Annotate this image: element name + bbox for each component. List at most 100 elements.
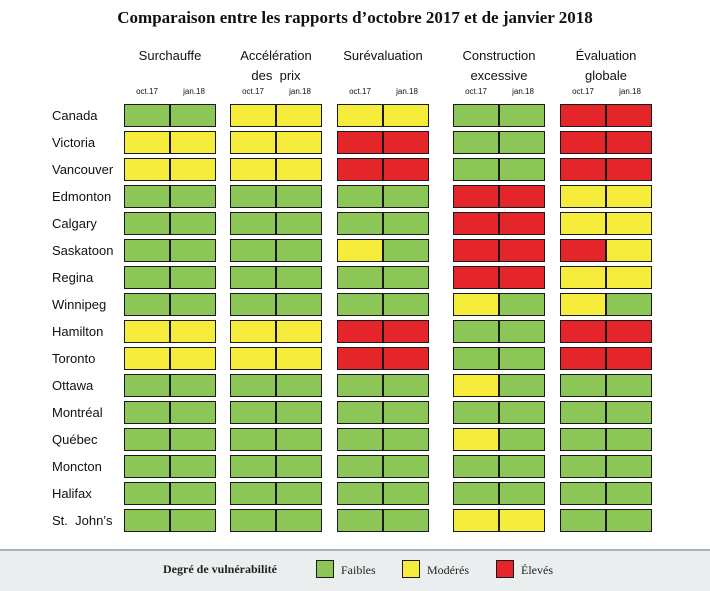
grid-cell (170, 212, 216, 235)
grid-cell (124, 401, 170, 424)
grid-cell (170, 509, 216, 532)
grid-cell (337, 131, 383, 154)
grid-cell (383, 455, 429, 478)
grid-cell (230, 347, 276, 370)
grid-cell (606, 455, 652, 478)
grid-cell (170, 158, 216, 181)
grid-cell (124, 293, 170, 316)
grid-cell (124, 455, 170, 478)
city-label: Edmonton (52, 189, 112, 204)
grid-cell (337, 428, 383, 451)
column-header-line: Surchauffe (138, 48, 202, 63)
grid-cell (170, 482, 216, 505)
grid-cell (499, 374, 545, 397)
grid-cell (170, 266, 216, 289)
grid-cell (499, 131, 545, 154)
grid-cell (383, 482, 429, 505)
grid-cell (230, 158, 276, 181)
period-label: oct.17 (465, 87, 487, 96)
grid-cell (453, 185, 499, 208)
grid-cell (453, 212, 499, 235)
legend-swatch-moderes (402, 560, 420, 578)
grid-cell (606, 482, 652, 505)
grid-cell (230, 320, 276, 343)
column-header-line: Surévaluation (343, 48, 423, 63)
grid-cell (276, 509, 322, 532)
grid-cell (124, 212, 170, 235)
grid-cell (560, 320, 606, 343)
grid-cell (560, 428, 606, 451)
grid-cell (499, 239, 545, 262)
grid-cell (453, 293, 499, 316)
grid-cell (383, 428, 429, 451)
grid-cell (383, 158, 429, 181)
grid-cell (499, 212, 545, 235)
grid-cell (337, 293, 383, 316)
grid-cell (276, 374, 322, 397)
column-header-line: excessive (470, 68, 528, 83)
legend-label-faibles: Faibles (341, 563, 376, 577)
grid-cell (230, 104, 276, 127)
grid-cell (560, 212, 606, 235)
grid-cell (560, 401, 606, 424)
grid-cell (606, 185, 652, 208)
grid-cell (560, 293, 606, 316)
grid-cell (499, 320, 545, 343)
grid-cell (560, 185, 606, 208)
grid-cell (383, 239, 429, 262)
column-header-line: globale (585, 68, 627, 83)
grid-cell (337, 401, 383, 424)
grid-cell (383, 104, 429, 127)
grid-cell (124, 482, 170, 505)
period-label: jan.18 (512, 87, 534, 96)
grid-cell (337, 104, 383, 127)
column-header-line: Construction (462, 48, 536, 63)
city-label: Vancouver (52, 162, 114, 177)
period-label: jan.18 (183, 87, 205, 96)
column-header-line: des prix (251, 68, 301, 83)
grid-cell (499, 266, 545, 289)
grid-cell (453, 509, 499, 532)
grid-cell (230, 185, 276, 208)
grid-cell (453, 401, 499, 424)
grid-cell (337, 158, 383, 181)
legend-title: Degré de vulnérabilité (163, 562, 277, 576)
grid-cell (124, 347, 170, 370)
grid-cell (606, 347, 652, 370)
grid-cell (276, 212, 322, 235)
grid-cell (383, 374, 429, 397)
grid-cell (230, 482, 276, 505)
grid-cell (453, 131, 499, 154)
city-label: Victoria (52, 135, 96, 150)
grid-cell (453, 374, 499, 397)
grid-cell (170, 428, 216, 451)
grid-cell (453, 158, 499, 181)
grid-cell (606, 212, 652, 235)
grid-cell (383, 185, 429, 208)
grid-cell (170, 455, 216, 478)
city-label: Winnipeg (52, 297, 107, 312)
grid-cell (170, 239, 216, 262)
grid-cell (337, 266, 383, 289)
grid-cell (453, 482, 499, 505)
grid-cell (337, 185, 383, 208)
grid-cell (230, 266, 276, 289)
grid-cell (230, 212, 276, 235)
grid-cell (383, 293, 429, 316)
grid-cell (383, 131, 429, 154)
grid-cell (276, 347, 322, 370)
grid-cell (230, 374, 276, 397)
legend-label-eleves: Élevés (521, 563, 553, 577)
grid-cell (499, 185, 545, 208)
grid-cell (276, 104, 322, 127)
grid-cell (276, 401, 322, 424)
grid-cell (499, 455, 545, 478)
grid-cell (453, 320, 499, 343)
grid-cell (606, 293, 652, 316)
column-header: Surévaluation (323, 46, 443, 66)
period-label: jan.18 (396, 87, 418, 96)
grid-cell (606, 428, 652, 451)
city-label: Montréal (52, 405, 103, 420)
grid-cell (124, 374, 170, 397)
grid-cell (499, 482, 545, 505)
